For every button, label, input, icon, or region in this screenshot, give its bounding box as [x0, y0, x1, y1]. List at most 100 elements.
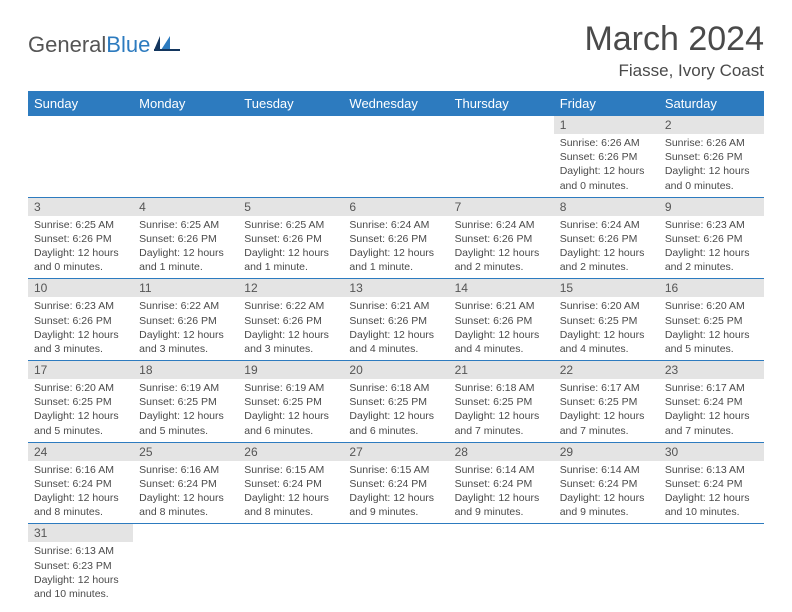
calendar-cell: 9Sunrise: 6:23 AMSunset: 6:26 PMDaylight…: [659, 197, 764, 279]
calendar-cell: 20Sunrise: 6:18 AMSunset: 6:25 PMDayligh…: [343, 361, 448, 443]
calendar-cell: [343, 524, 448, 605]
location-label: Fiasse, Ivory Coast: [584, 61, 764, 81]
weekday-header: Tuesday: [238, 91, 343, 116]
day-number: 17: [28, 361, 133, 379]
calendar-cell: 27Sunrise: 6:15 AMSunset: 6:24 PMDayligh…: [343, 442, 448, 524]
day-details: Sunrise: 6:13 AMSunset: 6:24 PMDaylight:…: [659, 461, 764, 524]
day-number: 9: [659, 198, 764, 216]
title-block: March 2024 Fiasse, Ivory Coast: [584, 20, 764, 81]
day-details: Sunrise: 6:20 AMSunset: 6:25 PMDaylight:…: [28, 379, 133, 442]
day-number: 21: [449, 361, 554, 379]
day-number: 20: [343, 361, 448, 379]
weekday-header: Thursday: [449, 91, 554, 116]
month-title: March 2024: [584, 20, 764, 59]
day-number: 7: [449, 198, 554, 216]
calendar-cell: 30Sunrise: 6:13 AMSunset: 6:24 PMDayligh…: [659, 442, 764, 524]
calendar-cell: [449, 524, 554, 605]
calendar-row: 31Sunrise: 6:13 AMSunset: 6:23 PMDayligh…: [28, 524, 764, 605]
calendar-cell: 6Sunrise: 6:24 AMSunset: 6:26 PMDaylight…: [343, 197, 448, 279]
calendar-row: 10Sunrise: 6:23 AMSunset: 6:26 PMDayligh…: [28, 279, 764, 361]
day-number: 3: [28, 198, 133, 216]
calendar-cell: 25Sunrise: 6:16 AMSunset: 6:24 PMDayligh…: [133, 442, 238, 524]
day-details: Sunrise: 6:18 AMSunset: 6:25 PMDaylight:…: [449, 379, 554, 442]
calendar-cell: 17Sunrise: 6:20 AMSunset: 6:25 PMDayligh…: [28, 361, 133, 443]
day-details: Sunrise: 6:19 AMSunset: 6:25 PMDaylight:…: [238, 379, 343, 442]
header: GeneralBlue March 2024 Fiasse, Ivory Coa…: [28, 20, 764, 81]
day-number: 13: [343, 279, 448, 297]
weekday-header: Monday: [133, 91, 238, 116]
calendar-cell: 16Sunrise: 6:20 AMSunset: 6:25 PMDayligh…: [659, 279, 764, 361]
calendar-cell: 5Sunrise: 6:25 AMSunset: 6:26 PMDaylight…: [238, 197, 343, 279]
day-details: Sunrise: 6:21 AMSunset: 6:26 PMDaylight:…: [343, 297, 448, 360]
day-details: Sunrise: 6:23 AMSunset: 6:26 PMDaylight:…: [28, 297, 133, 360]
calendar-cell: 26Sunrise: 6:15 AMSunset: 6:24 PMDayligh…: [238, 442, 343, 524]
calendar-cell: [238, 116, 343, 197]
day-number: 15: [554, 279, 659, 297]
calendar-row: 24Sunrise: 6:16 AMSunset: 6:24 PMDayligh…: [28, 442, 764, 524]
day-number: 11: [133, 279, 238, 297]
calendar-cell: [343, 116, 448, 197]
day-number: 27: [343, 443, 448, 461]
calendar-row: 17Sunrise: 6:20 AMSunset: 6:25 PMDayligh…: [28, 361, 764, 443]
day-details: Sunrise: 6:13 AMSunset: 6:23 PMDaylight:…: [28, 542, 133, 605]
calendar-cell: 23Sunrise: 6:17 AMSunset: 6:24 PMDayligh…: [659, 361, 764, 443]
day-details: Sunrise: 6:15 AMSunset: 6:24 PMDaylight:…: [343, 461, 448, 524]
calendar-cell: 21Sunrise: 6:18 AMSunset: 6:25 PMDayligh…: [449, 361, 554, 443]
day-number: 22: [554, 361, 659, 379]
calendar-cell: [554, 524, 659, 605]
day-number: 5: [238, 198, 343, 216]
day-details: Sunrise: 6:17 AMSunset: 6:24 PMDaylight:…: [659, 379, 764, 442]
calendar-table: SundayMondayTuesdayWednesdayThursdayFrid…: [28, 91, 764, 605]
day-number: 1: [554, 116, 659, 134]
calendar-cell: 22Sunrise: 6:17 AMSunset: 6:25 PMDayligh…: [554, 361, 659, 443]
weekday-header: Friday: [554, 91, 659, 116]
day-details: Sunrise: 6:26 AMSunset: 6:26 PMDaylight:…: [554, 134, 659, 197]
day-details: Sunrise: 6:23 AMSunset: 6:26 PMDaylight:…: [659, 216, 764, 279]
day-details: Sunrise: 6:16 AMSunset: 6:24 PMDaylight:…: [133, 461, 238, 524]
calendar-row: 3Sunrise: 6:25 AMSunset: 6:26 PMDaylight…: [28, 197, 764, 279]
day-details: Sunrise: 6:14 AMSunset: 6:24 PMDaylight:…: [449, 461, 554, 524]
calendar-header-row: SundayMondayTuesdayWednesdayThursdayFrid…: [28, 91, 764, 116]
day-details: Sunrise: 6:16 AMSunset: 6:24 PMDaylight:…: [28, 461, 133, 524]
day-number: 25: [133, 443, 238, 461]
calendar-cell: 15Sunrise: 6:20 AMSunset: 6:25 PMDayligh…: [554, 279, 659, 361]
day-details: Sunrise: 6:17 AMSunset: 6:25 PMDaylight:…: [554, 379, 659, 442]
day-details: Sunrise: 6:15 AMSunset: 6:24 PMDaylight:…: [238, 461, 343, 524]
logo-text-blue: Blue: [106, 32, 150, 58]
day-number: 28: [449, 443, 554, 461]
calendar-cell: 14Sunrise: 6:21 AMSunset: 6:26 PMDayligh…: [449, 279, 554, 361]
logo-text-general: General: [28, 32, 106, 58]
calendar-cell: 29Sunrise: 6:14 AMSunset: 6:24 PMDayligh…: [554, 442, 659, 524]
day-details: Sunrise: 6:25 AMSunset: 6:26 PMDaylight:…: [133, 216, 238, 279]
day-details: Sunrise: 6:24 AMSunset: 6:26 PMDaylight:…: [554, 216, 659, 279]
day-number: 10: [28, 279, 133, 297]
calendar-cell: [238, 524, 343, 605]
day-number: 23: [659, 361, 764, 379]
calendar-body: 1Sunrise: 6:26 AMSunset: 6:26 PMDaylight…: [28, 116, 764, 605]
day-number: 29: [554, 443, 659, 461]
calendar-cell: 13Sunrise: 6:21 AMSunset: 6:26 PMDayligh…: [343, 279, 448, 361]
calendar-cell: 2Sunrise: 6:26 AMSunset: 6:26 PMDaylight…: [659, 116, 764, 197]
day-details: Sunrise: 6:24 AMSunset: 6:26 PMDaylight:…: [343, 216, 448, 279]
day-details: Sunrise: 6:19 AMSunset: 6:25 PMDaylight:…: [133, 379, 238, 442]
calendar-row: 1Sunrise: 6:26 AMSunset: 6:26 PMDaylight…: [28, 116, 764, 197]
day-details: Sunrise: 6:21 AMSunset: 6:26 PMDaylight:…: [449, 297, 554, 360]
calendar-cell: [659, 524, 764, 605]
day-number: 24: [28, 443, 133, 461]
day-details: Sunrise: 6:22 AMSunset: 6:26 PMDaylight:…: [133, 297, 238, 360]
day-details: Sunrise: 6:24 AMSunset: 6:26 PMDaylight:…: [449, 216, 554, 279]
day-number: 18: [133, 361, 238, 379]
day-number: 12: [238, 279, 343, 297]
day-number: 2: [659, 116, 764, 134]
calendar-cell: [28, 116, 133, 197]
day-details: Sunrise: 6:20 AMSunset: 6:25 PMDaylight:…: [554, 297, 659, 360]
day-details: Sunrise: 6:25 AMSunset: 6:26 PMDaylight:…: [28, 216, 133, 279]
logo: GeneralBlue: [28, 32, 180, 58]
calendar-cell: 31Sunrise: 6:13 AMSunset: 6:23 PMDayligh…: [28, 524, 133, 605]
calendar-cell: [133, 524, 238, 605]
weekday-header: Saturday: [659, 91, 764, 116]
calendar-cell: 19Sunrise: 6:19 AMSunset: 6:25 PMDayligh…: [238, 361, 343, 443]
day-number: 4: [133, 198, 238, 216]
day-number: 6: [343, 198, 448, 216]
day-details: Sunrise: 6:20 AMSunset: 6:25 PMDaylight:…: [659, 297, 764, 360]
